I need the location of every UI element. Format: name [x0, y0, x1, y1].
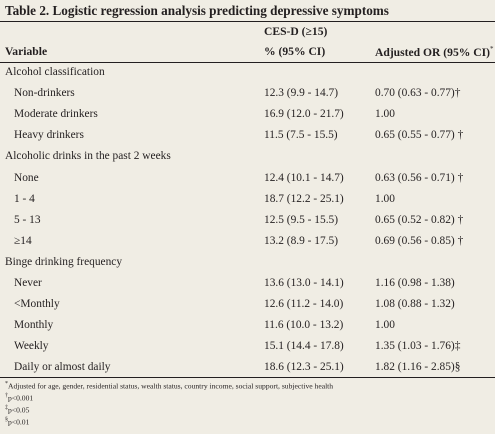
column-header-percent-ci: % (95% CI)	[264, 45, 326, 58]
row-label: Weekly	[14, 340, 49, 353]
footnote-mark: †	[5, 393, 8, 399]
cell-adjusted-or: 1.16 (0.98 - 1.38)	[375, 277, 455, 289]
group-header-cesd: CES-D (≥15)	[264, 25, 328, 38]
cell-adjusted-or: 0.65 (0.52 - 0.82) †	[375, 213, 464, 226]
row-label: 1 - 4	[14, 192, 35, 205]
section-row: Alcohol classification	[0, 63, 495, 84]
section-row: Binge drinking frequency	[0, 253, 495, 274]
footnote-text: Adjusted for age, gender, residential st…	[8, 381, 334, 391]
footnote-mark: §	[5, 417, 8, 423]
cell-percent-ci: 11.6 (10.0 - 13.2)	[264, 319, 344, 332]
cell-adjusted-or: 1.00	[375, 192, 395, 205]
table-row: Heavy drinkers 11.5 (7.5 - 15.5) 0.65 (0.5…	[0, 126, 495, 147]
row-label: ≥14	[14, 234, 32, 247]
footnote: *Adjusted for age, gender, residential s…	[5, 381, 333, 391]
cell-percent-ci: 12.4 (10.1 - 14.7)	[264, 171, 344, 184]
row-label: Moderate drinkers	[14, 108, 98, 121]
cell-percent-ci: 13.6 (13.0 - 14.1)	[264, 277, 344, 289]
cell-adjusted-or: 0.70 (0.63 - 0.77)†	[375, 87, 461, 100]
column-header-adjusted-or-label: Adjusted OR (95% CI)	[375, 45, 490, 59]
cell-percent-ci: 15.1 (14.4 - 17.8)	[264, 340, 344, 353]
column-header-adjusted-or: Adjusted OR (95% CI)*	[375, 45, 493, 59]
cell-adjusted-or: 0.69 (0.56 - 0.85) †	[375, 234, 464, 247]
footnote-text: p<0.01	[8, 417, 30, 427]
table-row: None 12.4 (10.1 - 14.7) 0.63 (0.56 - 0.71)…	[0, 169, 495, 190]
cell-percent-ci: 11.5 (7.5 - 15.5)	[264, 129, 338, 142]
cell-percent-ci: 12.5 (9.5 - 15.5)	[264, 213, 339, 226]
section-row: Alcoholic drinks in the past 2 weeks	[0, 147, 495, 168]
row-label: Non-drinkers	[14, 87, 75, 100]
cell-adjusted-or: 1.82 (1.16 - 2.85)§	[375, 361, 461, 374]
row-label: None	[14, 171, 39, 184]
row-label: Alcoholic drinks in the past 2 weeks	[5, 150, 171, 163]
row-label: Binge drinking frequency	[5, 255, 123, 268]
row-label: Never	[14, 277, 42, 289]
cell-percent-ci: 12.3 (9.9 - 14.7)	[264, 87, 339, 100]
footnote-mark: ‡	[5, 405, 8, 411]
table-row: 5 - 13 12.5 (9.5 - 15.5) 0.65 (0.52 - 0.82…	[0, 211, 495, 232]
cell-adjusted-or: 1.35 (1.03 - 1.76)‡	[375, 340, 461, 353]
footnote: §p<0.01	[5, 417, 29, 427]
row-label: <Monthly	[14, 298, 60, 311]
table-row: Non-drinkers 12.3 (9.9 - 14.7) 0.70 (0.63 …	[0, 84, 495, 105]
column-header-variable: Variable	[5, 45, 48, 58]
top-rule	[0, 21, 495, 22]
footnote-text: p<0.001	[8, 393, 34, 403]
header-rule	[0, 62, 495, 63]
column-header-footnote-mark: *	[489, 45, 494, 53]
row-label: 5 - 13	[14, 213, 41, 226]
cell-percent-ci: 12.6 (11.2 - 14.0)	[264, 298, 344, 311]
table-row: Moderate drinkers 16.9 (12.0 - 21.7) 1.00	[0, 105, 495, 126]
row-label: Daily or almost daily	[14, 361, 111, 374]
table-row: Monthly 11.6 (10.0 - 13.2) 1.00	[0, 316, 495, 337]
table-title: Table 2. Logistic regression analysis pr…	[5, 3, 389, 18]
row-label: Monthly	[14, 319, 54, 332]
cell-percent-ci: 18.7 (12.2 - 25.1)	[264, 192, 344, 205]
row-label: Heavy drinkers	[14, 129, 84, 142]
table-row: <Monthly 12.6 (11.2 - 14.0) 1.08 (0.88 - 1…	[0, 295, 495, 316]
footnote: †p<0.001	[5, 393, 33, 403]
table-row: Daily or almost daily 18.6 (12.3 - 25.1) 1…	[0, 358, 495, 379]
cell-adjusted-or: 1.00	[375, 108, 395, 121]
footnote-text: p<0.05	[8, 405, 30, 415]
cell-adjusted-or: 1.00	[375, 319, 395, 332]
cell-percent-ci: 13.2 (8.9 - 17.5)	[264, 234, 339, 247]
bottom-rule	[0, 377, 495, 378]
cell-adjusted-or: 1.08 (0.88 - 1.32)	[375, 298, 455, 311]
table-row: 1 - 4 18.7 (12.2 - 25.1) 1.00	[0, 190, 495, 211]
footnote: ‡p<0.05	[5, 405, 29, 415]
row-label: Alcohol classification	[5, 66, 105, 78]
cell-adjusted-or: 0.63 (0.56 - 0.71) †	[375, 171, 464, 184]
cell-adjusted-or: 0.65 (0.55 - 0.77) †	[375, 129, 464, 142]
footnote-mark: *	[5, 381, 8, 387]
table-row: Never 13.6 (13.0 - 14.1) 1.16 (0.98 - 1.38…	[0, 274, 495, 295]
cell-percent-ci: 16.9 (12.0 - 21.7)	[264, 108, 344, 121]
cell-percent-ci: 18.6 (12.3 - 25.1)	[264, 361, 344, 374]
table-row: ≥14 13.2 (8.9 - 17.5) 0.69 (0.56 - 0.85) †	[0, 232, 495, 253]
table-row: Weekly 15.1 (14.4 - 17.8) 1.35 (1.03 - 1.7…	[0, 337, 495, 358]
